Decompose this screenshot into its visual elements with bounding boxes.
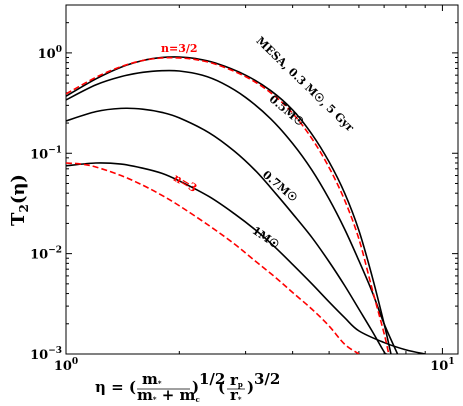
series-line-1m- xyxy=(66,162,426,354)
svg-text:r*: r* xyxy=(230,386,242,404)
tick-labels: 100 101 10−3 10−2 10−1 100 xyxy=(30,45,455,374)
x-axis-label: η = ( m* m* + mc ) 1/2 ( rp r* ) 3/2 xyxy=(95,370,280,404)
curve-label: n=3/2 xyxy=(161,42,198,55)
y-tick-label: 100 xyxy=(38,45,62,62)
y-tick-label: 10−2 xyxy=(30,246,62,263)
series-line-0-5m- xyxy=(66,69,399,354)
series-line-0-7m- xyxy=(66,107,388,354)
y-tick-label: 10−1 xyxy=(30,145,62,162)
series-line-n-3-2 xyxy=(66,56,390,354)
plot-frame xyxy=(65,4,459,355)
svg-text:3/2: 3/2 xyxy=(254,370,280,388)
svg-text:m*: m* xyxy=(142,370,162,388)
y-axis-label: T2(η) xyxy=(8,174,31,226)
y-tick-label: 10−3 xyxy=(30,346,62,363)
svg-text:(: ( xyxy=(218,378,225,396)
curve-label: 0.5M☉ xyxy=(267,92,307,129)
x-tick-label: 101 xyxy=(430,357,454,374)
series-line-n-3 xyxy=(66,162,360,354)
svg-text:m* + mc: m* + mc xyxy=(137,386,200,404)
svg-text:η = (: η = ( xyxy=(95,378,136,396)
series-curves xyxy=(66,56,426,354)
curve-label: n=3 xyxy=(171,171,199,195)
svg-text:1/2: 1/2 xyxy=(199,370,225,388)
curve-label: 1M☉ xyxy=(250,224,282,251)
series-line-mesa-0-3-m-5-gyr xyxy=(66,56,392,354)
svg-text:): ) xyxy=(192,378,199,396)
x-tick-label: 100 xyxy=(54,357,78,374)
svg-text:): ) xyxy=(247,378,254,396)
